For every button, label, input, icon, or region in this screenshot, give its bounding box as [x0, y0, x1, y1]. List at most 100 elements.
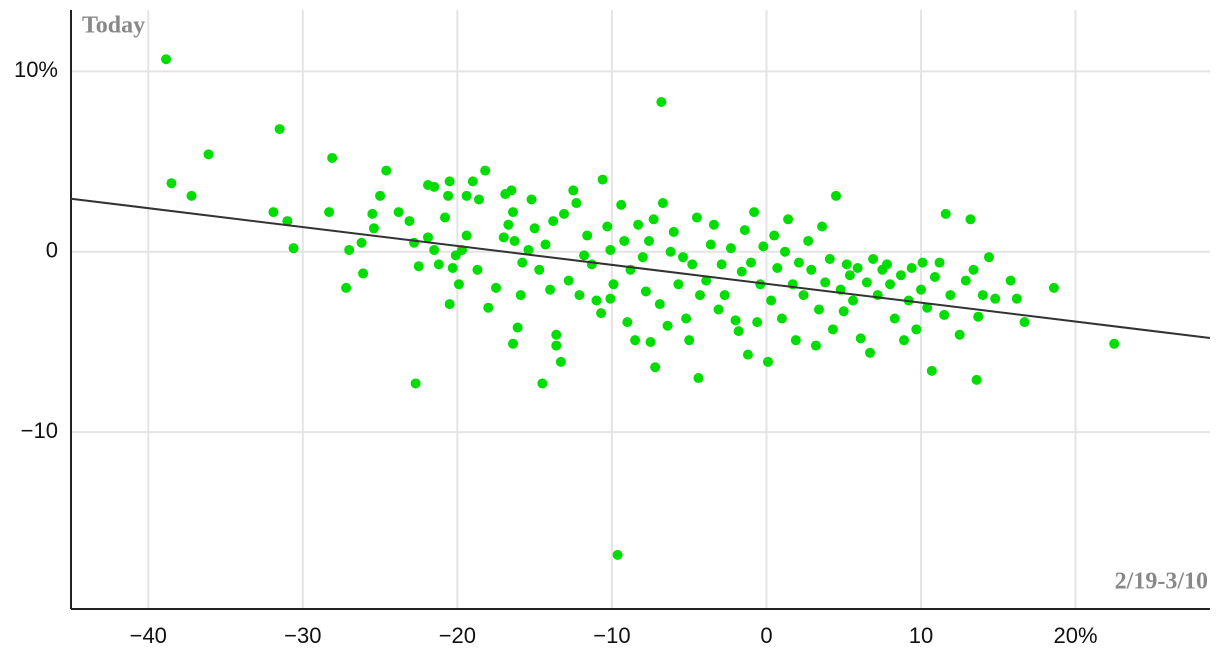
point — [186, 190, 197, 201]
point — [498, 232, 509, 243]
point — [713, 304, 724, 315]
point — [288, 243, 299, 254]
point — [429, 181, 440, 192]
point — [673, 279, 684, 290]
point — [827, 324, 838, 335]
point — [719, 290, 730, 301]
point — [597, 174, 608, 185]
point — [341, 282, 352, 293]
point — [433, 259, 444, 270]
point — [806, 264, 817, 275]
point — [358, 268, 369, 279]
point — [968, 264, 979, 275]
point — [529, 223, 540, 234]
point — [619, 235, 630, 246]
point — [563, 275, 574, 286]
point — [662, 320, 673, 331]
point — [534, 264, 545, 275]
point — [939, 309, 950, 320]
point — [574, 290, 585, 301]
point — [491, 282, 501, 293]
trend-line — [70, 197, 1211, 339]
point — [203, 149, 214, 160]
point — [746, 257, 756, 268]
y-tick-label: −10 — [21, 418, 58, 443]
point — [630, 335, 641, 346]
point — [324, 207, 335, 218]
point — [691, 212, 702, 223]
point — [790, 335, 801, 346]
point — [591, 295, 602, 306]
point — [687, 259, 698, 270]
point — [954, 329, 965, 340]
point — [616, 199, 627, 210]
point — [793, 257, 804, 268]
point — [971, 374, 982, 385]
point — [865, 347, 875, 358]
point — [656, 97, 667, 108]
point — [410, 378, 421, 389]
point — [977, 290, 988, 301]
point — [423, 232, 433, 243]
point — [404, 216, 415, 227]
point — [461, 230, 472, 241]
point — [551, 340, 562, 351]
point — [444, 299, 455, 310]
point — [637, 252, 648, 263]
point — [852, 263, 863, 274]
point — [472, 264, 483, 275]
point — [733, 326, 744, 337]
point — [960, 275, 971, 286]
point — [1109, 338, 1120, 349]
point — [984, 252, 994, 263]
point — [650, 362, 661, 373]
point — [523, 244, 534, 255]
point — [622, 317, 633, 328]
point — [579, 250, 590, 261]
point — [725, 243, 736, 254]
point — [413, 261, 424, 272]
point — [783, 214, 794, 225]
point — [268, 207, 279, 218]
point — [926, 365, 937, 376]
x-tick-label: −20 — [439, 623, 476, 648]
x-tick-label: 0 — [760, 623, 772, 648]
point — [739, 225, 750, 236]
point — [973, 311, 984, 322]
point — [517, 257, 528, 268]
point — [965, 214, 976, 225]
point — [917, 257, 928, 268]
point — [736, 266, 747, 277]
point — [730, 315, 741, 326]
point — [605, 293, 616, 304]
point — [654, 299, 665, 310]
point — [166, 178, 177, 189]
point — [895, 270, 906, 281]
point — [367, 208, 378, 219]
point — [512, 322, 523, 333]
point — [526, 194, 537, 205]
point — [861, 277, 872, 288]
point — [596, 308, 607, 319]
point — [911, 324, 922, 335]
point — [803, 235, 814, 246]
point — [844, 270, 855, 281]
point — [1048, 282, 1059, 293]
point — [586, 259, 597, 270]
point — [1011, 293, 1022, 304]
point — [327, 152, 338, 163]
point — [693, 373, 704, 384]
point — [681, 313, 692, 324]
point — [855, 333, 866, 344]
point — [648, 214, 659, 225]
point — [810, 340, 821, 351]
point — [633, 219, 644, 230]
point — [814, 304, 824, 315]
point — [443, 190, 454, 201]
point — [381, 165, 392, 176]
point — [899, 335, 909, 346]
point — [838, 306, 849, 317]
point — [824, 253, 835, 264]
point — [882, 259, 892, 270]
